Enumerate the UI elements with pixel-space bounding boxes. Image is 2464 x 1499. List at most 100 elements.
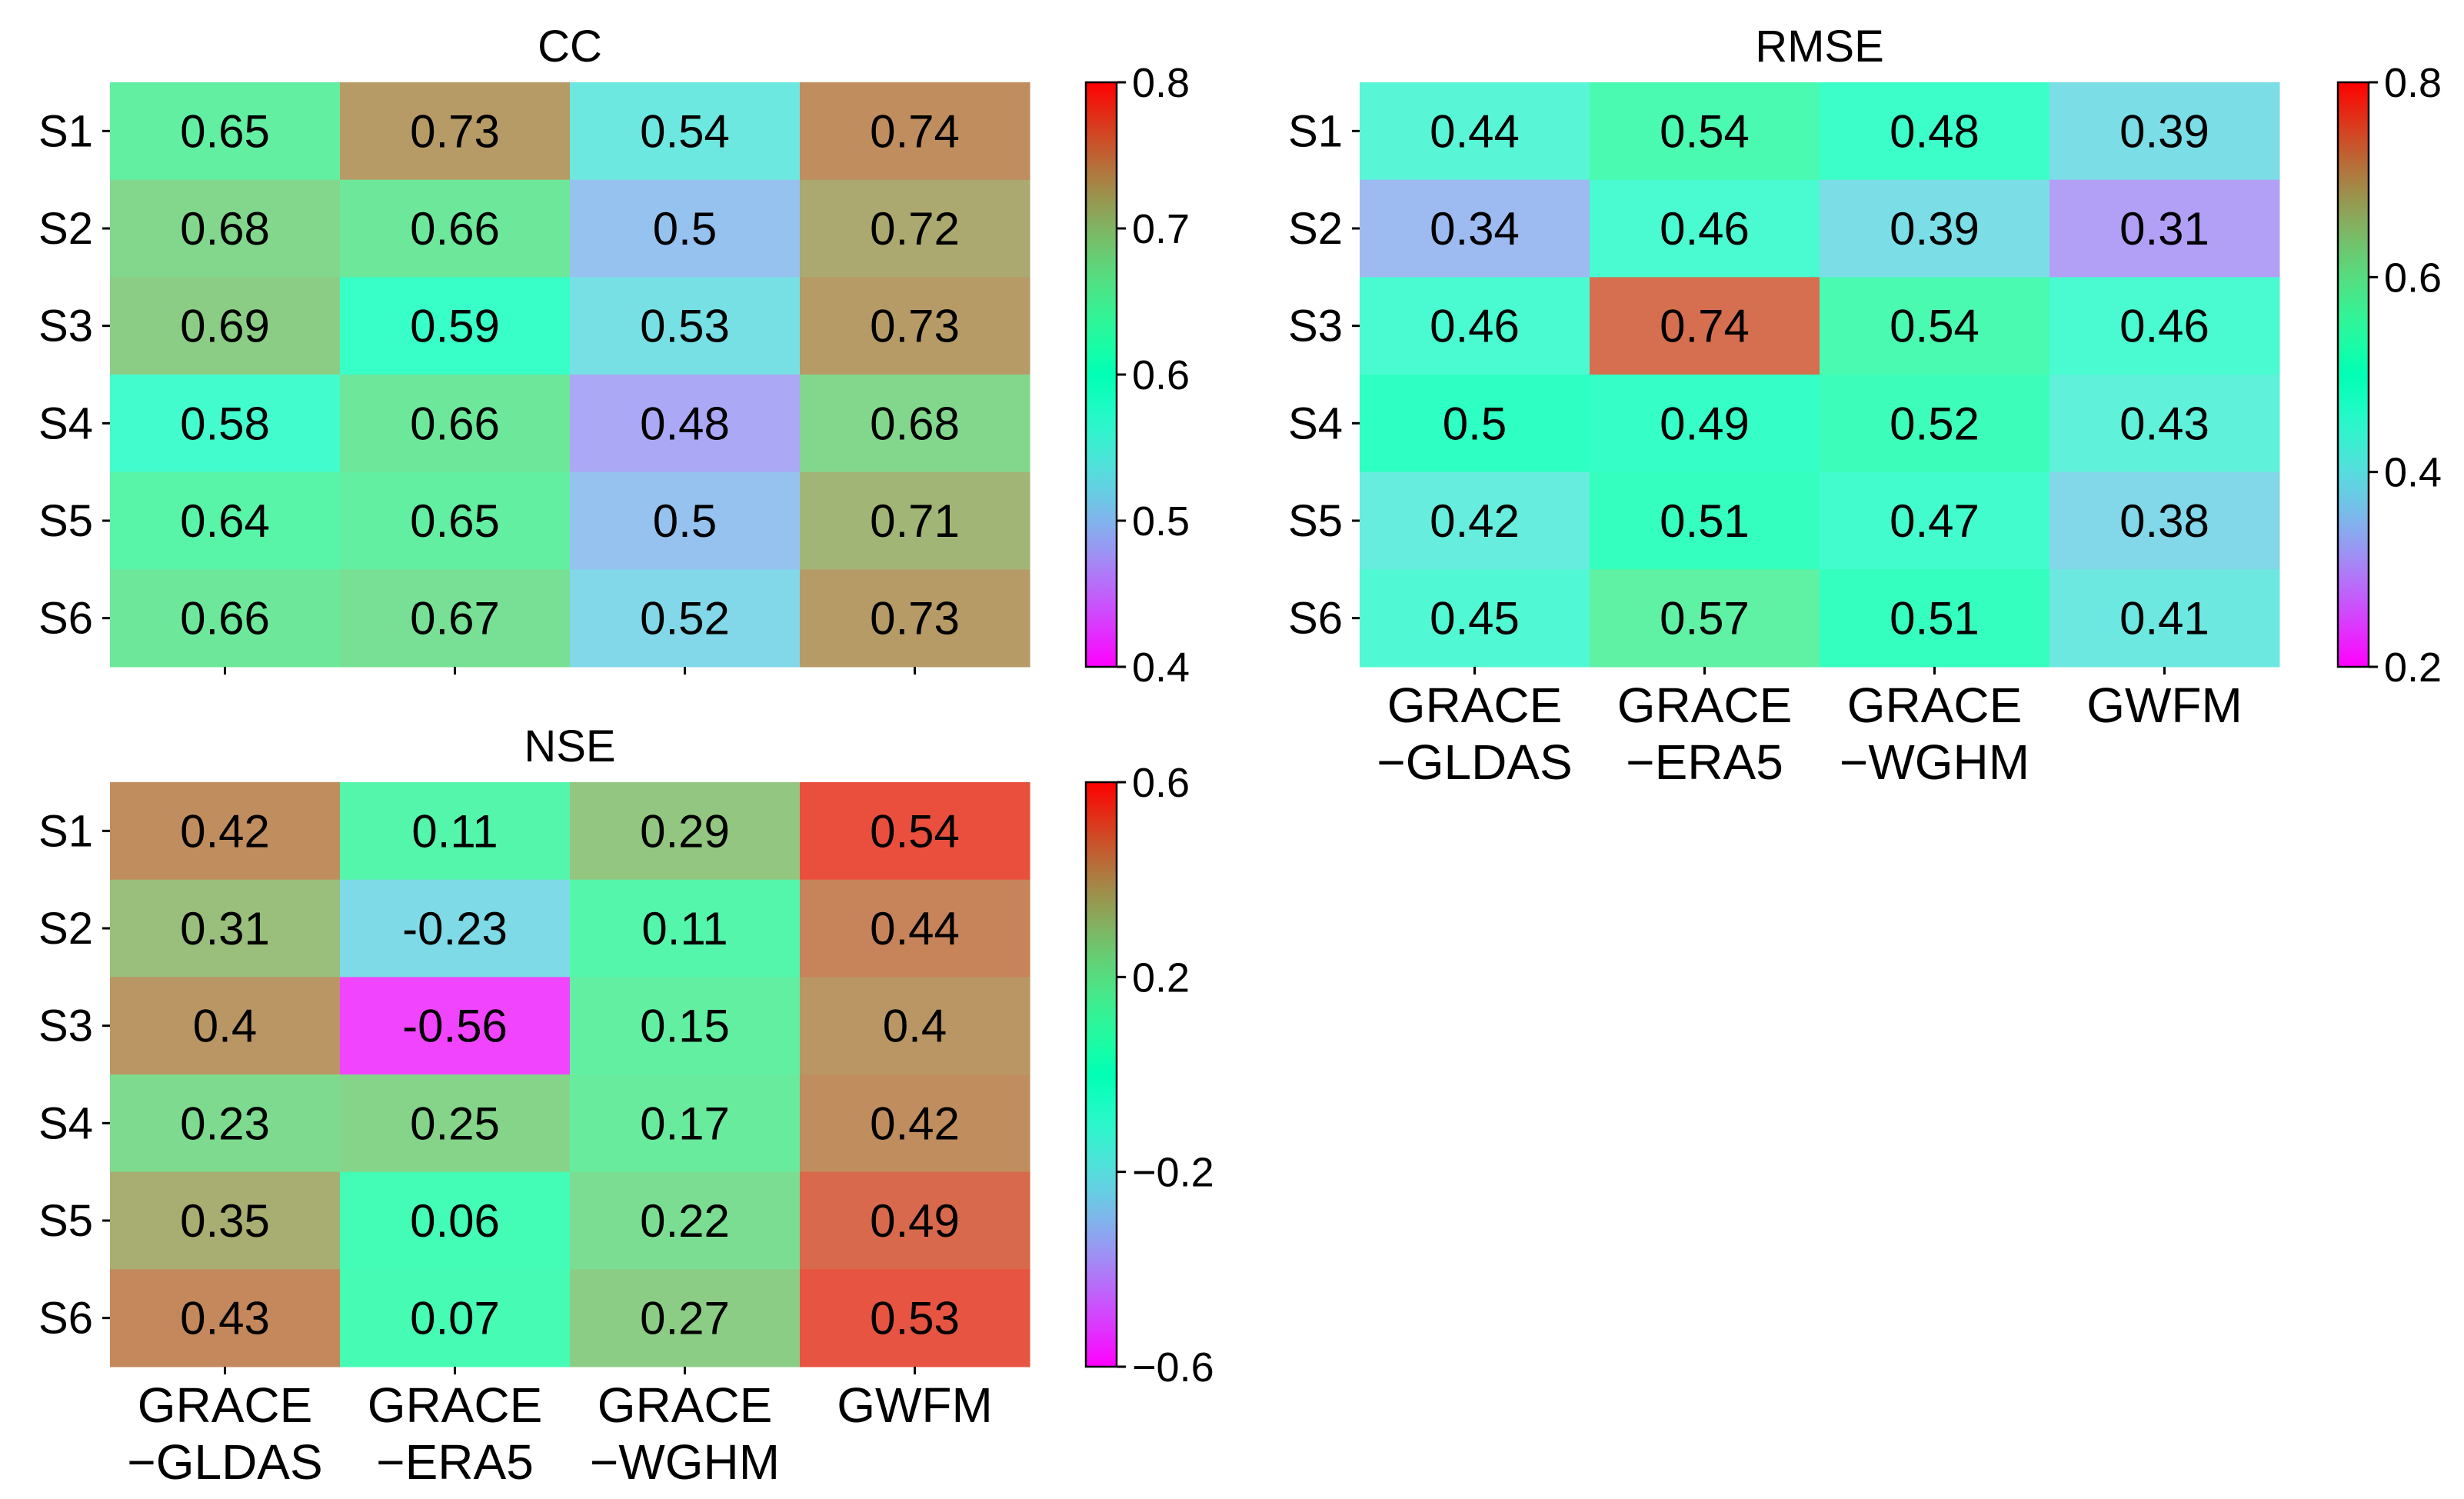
cell-value-label: 0.74 (1660, 301, 1750, 352)
heatmap-cell (110, 569, 341, 668)
cell-value-label: 0.11 (641, 903, 728, 954)
cell-value-label: 0.22 (640, 1195, 730, 1247)
x-tick-label: GRACE −GLDAS (1377, 678, 1572, 790)
chart-title: RMSE (1755, 22, 1884, 72)
cell-value-label: 0.45 (1430, 593, 1520, 645)
y-tick-label: S2 (38, 904, 93, 954)
heatmap-cell (800, 782, 1031, 881)
cell-value-label: 0.49 (870, 1195, 960, 1247)
cell-value-label: 0.5 (1443, 398, 1507, 449)
cell-value-label: 0.42 (1430, 495, 1520, 547)
cell-value-label: 0.4 (193, 1001, 257, 1052)
x-tick-label: GRACE −WGHM (1840, 678, 2029, 790)
cell-value-label: 0.73 (870, 593, 960, 645)
cell-value-label: 0.53 (870, 1293, 960, 1344)
chart-title: CC (538, 22, 602, 72)
cell-value-label: 0.4 (883, 1001, 947, 1052)
cell-value-label: 0.74 (870, 105, 960, 157)
heatmap-cell (110, 82, 341, 181)
cell-value-label: 0.39 (2119, 105, 2209, 157)
x-tick-label: GRACE −GLDAS (127, 1377, 322, 1490)
heatmap-cell (340, 1171, 571, 1270)
cell-value-label: 0.73 (410, 105, 500, 157)
heatmap-nse: NSE 0.42 0.11 0.29 0.54 0.31 -0.23 0.11 0.44 0.4 -… (38, 721, 1214, 1490)
cell-value-label: 0.29 (640, 805, 730, 857)
cell-value-label: 0.68 (180, 203, 270, 255)
colorbar-tick-label: 0.8 (2384, 60, 2442, 106)
cell-value-label: 0.54 (870, 805, 960, 857)
heatmap-cell (570, 471, 801, 570)
cell-value-label: 0.67 (410, 593, 500, 645)
heatmap-cell (570, 879, 801, 978)
heatmap-cell (1820, 179, 2050, 278)
heatmap-cell (1590, 471, 1820, 570)
y-tick-label: S6 (38, 594, 93, 644)
heatmap-cell (110, 977, 341, 1075)
heatmap-cell (570, 179, 801, 278)
y-tick-label: S3 (38, 1001, 93, 1051)
heatmap-cell (800, 1269, 1031, 1367)
colorbar-tick-label: 0.5 (1132, 498, 1190, 545)
cell-value-label: 0.65 (180, 105, 270, 157)
cell-value-label: 0.31 (180, 903, 270, 954)
heatmap-cell (800, 1074, 1031, 1173)
y-tick-label: S3 (38, 301, 93, 351)
heatmap-cell (800, 569, 1031, 668)
heatmap-cell (110, 179, 341, 278)
cell-value-label: 0.51 (1660, 495, 1750, 547)
heatmap-cell (340, 471, 571, 570)
y-tick-label: S6 (1288, 594, 1343, 644)
heatmap-cell (340, 977, 571, 1075)
heatmap-cell (570, 1269, 801, 1367)
heatmap-cell (340, 179, 571, 278)
heatmap-cell (340, 569, 571, 668)
cell-value-label: 0.44 (870, 903, 960, 954)
heatmap-cell (110, 471, 341, 570)
cell-value-label: 0.52 (1890, 398, 1980, 449)
colorbar-tick-label: 0.4 (2384, 450, 2442, 496)
heatmap-cell (1820, 569, 2050, 668)
colorbar (2336, 81, 2370, 668)
cell-value-label: 0.66 (410, 398, 500, 449)
y-tick-label: S3 (1288, 301, 1343, 351)
heatmap-cell (2049, 277, 2280, 375)
cell-value-label: 0.27 (640, 1293, 730, 1344)
cell-value-label: -0.56 (402, 1001, 508, 1052)
heatmap-cell (340, 1074, 571, 1173)
heatmap-cc: CC 0.65 0.73 0.54 0.74 0.68 0.66 0.5 0.72 0.69 0.5… (38, 22, 1190, 691)
cell-value-label: 0.42 (180, 805, 270, 857)
heatmap-cell (1360, 375, 1590, 473)
cell-value-label: 0.69 (180, 301, 270, 352)
heatmap-cell (1590, 179, 1820, 278)
heatmap-cell (2049, 471, 2280, 570)
heatmap-cell (1360, 471, 1590, 570)
cell-value-label: 0.48 (640, 398, 730, 449)
colorbar-tick-label: 0.6 (1132, 352, 1190, 398)
chart-title: NSE (524, 721, 615, 771)
y-tick-label: S1 (38, 806, 93, 856)
heatmap-cell (800, 179, 1031, 278)
heatmap-cell (800, 277, 1031, 375)
heatmap-cell (1590, 82, 1820, 181)
heatmap-cell (1360, 179, 1590, 278)
heatmap-cell (1820, 471, 2050, 570)
cell-value-label: 0.38 (2119, 495, 2209, 547)
cell-value-label: 0.46 (1430, 301, 1520, 352)
heatmap-cell (570, 782, 801, 881)
heatmap-cell (570, 569, 801, 668)
colorbar-tick-label: 0.2 (1132, 954, 1190, 1001)
heatmap-cell (1590, 569, 1820, 668)
heatmap-cell (570, 82, 801, 181)
cell-value-label: 0.39 (1890, 203, 1980, 255)
colorbar (1084, 81, 1118, 668)
cell-value-label: 0.23 (180, 1098, 270, 1149)
cell-value-label: 0.52 (640, 593, 730, 645)
x-tick-label: GWFM (2086, 678, 2243, 733)
cell-value-label: 0.06 (410, 1195, 500, 1247)
x-tick-label: GRACE −ERA5 (1617, 678, 1793, 790)
heatmap-cell (800, 82, 1031, 181)
heatmap-cell (2049, 179, 2280, 278)
heatmap-cell (570, 375, 801, 473)
heatmap-cell (570, 1074, 801, 1173)
y-tick-label: S5 (38, 496, 93, 546)
